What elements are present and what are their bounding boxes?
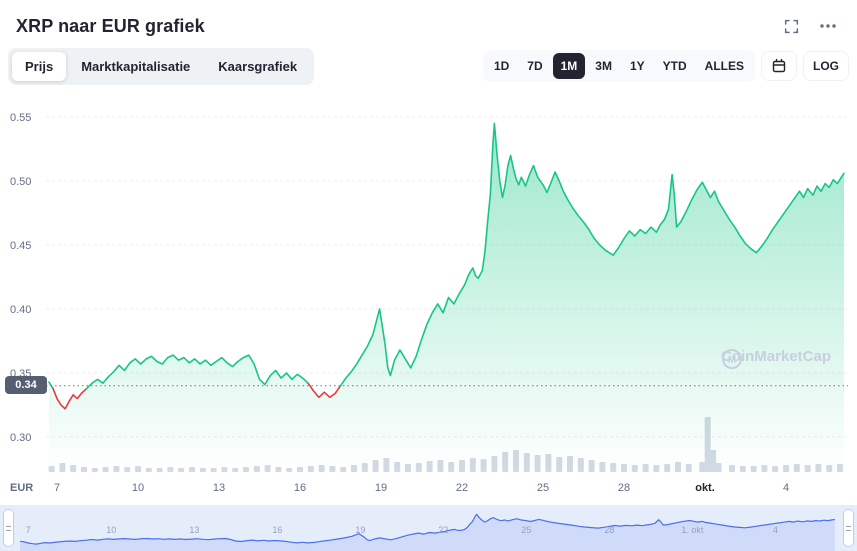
time-range-controls: 1D 7D 1M 3M 1Y YTD ALLES LOG [482,50,849,82]
svg-text:13: 13 [189,525,199,535]
reference-price-badge: 0.34 [5,375,47,394]
price-chart-svg: 0.550.500.450.400.350.307 10 13 16 19 22 25 28 o… [10,112,848,494]
svg-text:0.55: 0.55 [10,112,31,124]
svg-text:28: 28 [604,525,614,535]
price-chart[interactable]: 0.55 0.50 0.45 0.40 0.35 0.30 7 10 13 16 19 22 25 28 o… [0,88,857,505]
svg-text:1. okt: 1. okt [681,525,704,535]
range-ytd[interactable]: YTD [655,53,695,79]
svg-text:19: 19 [355,525,365,535]
more-options-button[interactable] [819,17,837,35]
svg-text:okt.: okt. [695,482,715,494]
tab-marktkapitalisatie[interactable]: Marktkapitalisatie [68,52,203,81]
svg-text:16: 16 [272,525,282,535]
range-navigator[interactable]: 7 10 13 16 19 22 25 28 1. okt 4 [0,505,857,551]
fullscreen-icon [784,19,799,33]
svg-text:22: 22 [456,482,468,494]
calendar-icon [772,58,786,73]
navigator-right-handle[interactable] [843,509,854,547]
svg-text:25: 25 [521,525,531,535]
more-options-icon [820,24,836,28]
header-actions [784,17,837,35]
svg-text:EUR: EUR [10,482,33,494]
fullscreen-button[interactable] [784,19,799,34]
svg-text:19: 19 [375,482,387,494]
svg-text:0.30: 0.30 [10,432,31,444]
chart-header: XRP naar EUR grafiek [0,0,857,40]
svg-text:25: 25 [537,482,549,494]
log-scale-button[interactable]: LOG [803,51,849,81]
time-range-group: 1D 7D 1M 3M 1Y YTD ALLES [482,50,755,82]
svg-text:10: 10 [106,525,116,535]
range-7d[interactable]: 7D [519,53,550,79]
svg-text:22: 22 [438,525,448,535]
svg-text:4: 4 [773,525,778,535]
chart-type-tabs: Prijs Marktkapitalisatie Kaarsgrafiek [8,47,315,85]
navigator-left-handle[interactable] [3,509,14,547]
svg-text:0.50: 0.50 [10,176,31,188]
page-title: XRP naar EUR grafiek [16,15,205,36]
navigator-svg: 7 10 13 16 19 22 25 28 1. okt 4 [19,513,835,551]
svg-text:28: 28 [618,482,630,494]
tab-kaarsgrafiek[interactable]: Kaarsgrafiek [205,52,310,81]
tab-prijs[interactable]: Prijs [12,51,67,81]
range-1y[interactable]: 1Y [622,53,653,79]
range-1m[interactable]: 1M [552,53,586,79]
range-alles[interactable]: ALLES [697,53,752,79]
svg-text:13: 13 [213,482,225,494]
svg-text:4: 4 [783,482,789,494]
chart-controls: Prijs Marktkapitalisatie Kaarsgrafiek 1D… [0,40,857,88]
svg-text:7: 7 [54,482,60,494]
svg-text:7: 7 [26,525,31,535]
svg-text:0.45: 0.45 [10,240,31,252]
svg-text:0.40: 0.40 [10,304,31,316]
range-1d[interactable]: 1D [486,53,517,79]
range-3m[interactable]: 3M [587,53,620,79]
svg-text:10: 10 [132,482,144,494]
svg-text:16: 16 [294,482,306,494]
calendar-button[interactable] [761,51,797,81]
